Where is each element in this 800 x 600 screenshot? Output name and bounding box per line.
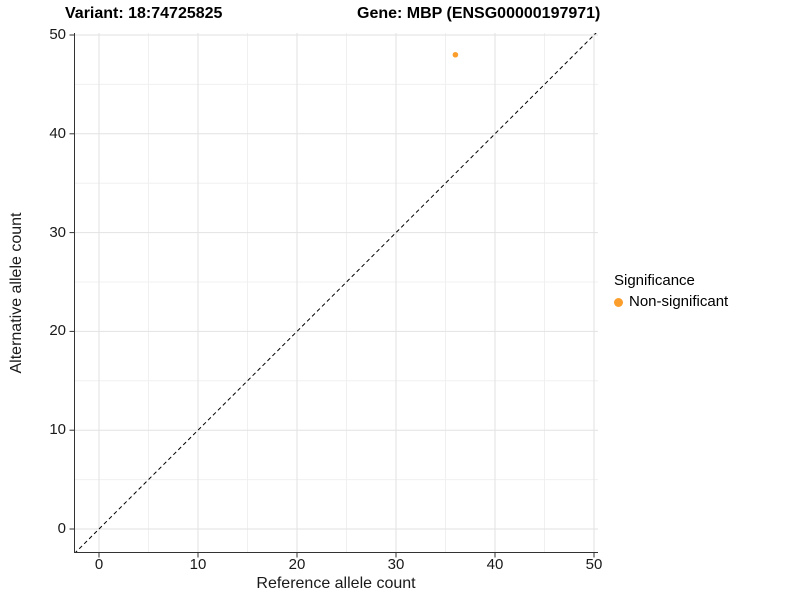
x-tick-label: 0	[94, 556, 104, 573]
y-tick-label: 20	[49, 322, 66, 340]
legend-item-label: Non-significant	[629, 293, 729, 310]
x-tick-label: 10	[189, 556, 207, 573]
variant-title: Variant: 18:74725825	[65, 5, 223, 22]
plot-panel	[69, 33, 598, 558]
y-tick-label: 30	[49, 223, 66, 241]
x-tick-label: 50	[585, 556, 603, 573]
data-point	[452, 51, 459, 58]
x-tick-label: 20	[288, 556, 306, 573]
y-tick-label: 50	[49, 26, 66, 43]
legend-item: Non-significant	[614, 293, 728, 311]
y-tick-label: 0	[57, 520, 66, 537]
y-tick-label: 10	[49, 421, 66, 439]
x-tick-label: 40	[486, 556, 504, 573]
x-tick-label: 30	[387, 556, 405, 573]
legend: Significance Non-significant	[614, 272, 728, 311]
legend-point-icon	[614, 297, 623, 307]
y-axis-title: Alternative allele count	[8, 212, 25, 374]
y-tick-label: 40	[49, 124, 66, 142]
x-axis-title: Reference allele count	[256, 575, 416, 592]
identity-line	[74, 33, 597, 553]
legend-title: Significance	[614, 272, 695, 289]
gene-title: Gene: MBP (ENSG00000197971)	[357, 5, 601, 22]
